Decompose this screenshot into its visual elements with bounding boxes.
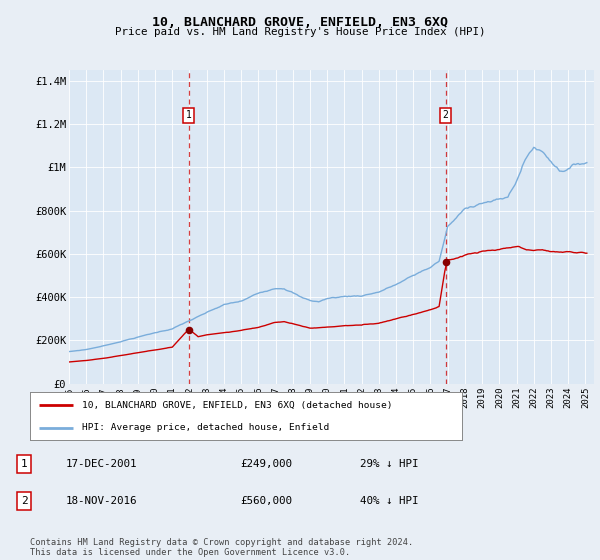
Text: HPI: Average price, detached house, Enfield: HPI: Average price, detached house, Enfi… xyxy=(82,423,329,432)
Text: 29% ↓ HPI: 29% ↓ HPI xyxy=(360,459,419,469)
Text: 17-DEC-2001: 17-DEC-2001 xyxy=(66,459,137,469)
Text: Contains HM Land Registry data © Crown copyright and database right 2024.
This d: Contains HM Land Registry data © Crown c… xyxy=(30,538,413,557)
Text: £560,000: £560,000 xyxy=(240,496,292,506)
Text: 2: 2 xyxy=(20,496,28,506)
Text: 1: 1 xyxy=(186,110,192,120)
Text: 2: 2 xyxy=(443,110,449,120)
Text: 18-NOV-2016: 18-NOV-2016 xyxy=(66,496,137,506)
Text: 10, BLANCHARD GROVE, ENFIELD, EN3 6XQ (detached house): 10, BLANCHARD GROVE, ENFIELD, EN3 6XQ (d… xyxy=(82,401,392,410)
Text: 40% ↓ HPI: 40% ↓ HPI xyxy=(360,496,419,506)
Text: Price paid vs. HM Land Registry's House Price Index (HPI): Price paid vs. HM Land Registry's House … xyxy=(115,27,485,38)
Text: £249,000: £249,000 xyxy=(240,459,292,469)
Text: 1: 1 xyxy=(20,459,28,469)
Text: 10, BLANCHARD GROVE, ENFIELD, EN3 6XQ: 10, BLANCHARD GROVE, ENFIELD, EN3 6XQ xyxy=(152,16,448,29)
